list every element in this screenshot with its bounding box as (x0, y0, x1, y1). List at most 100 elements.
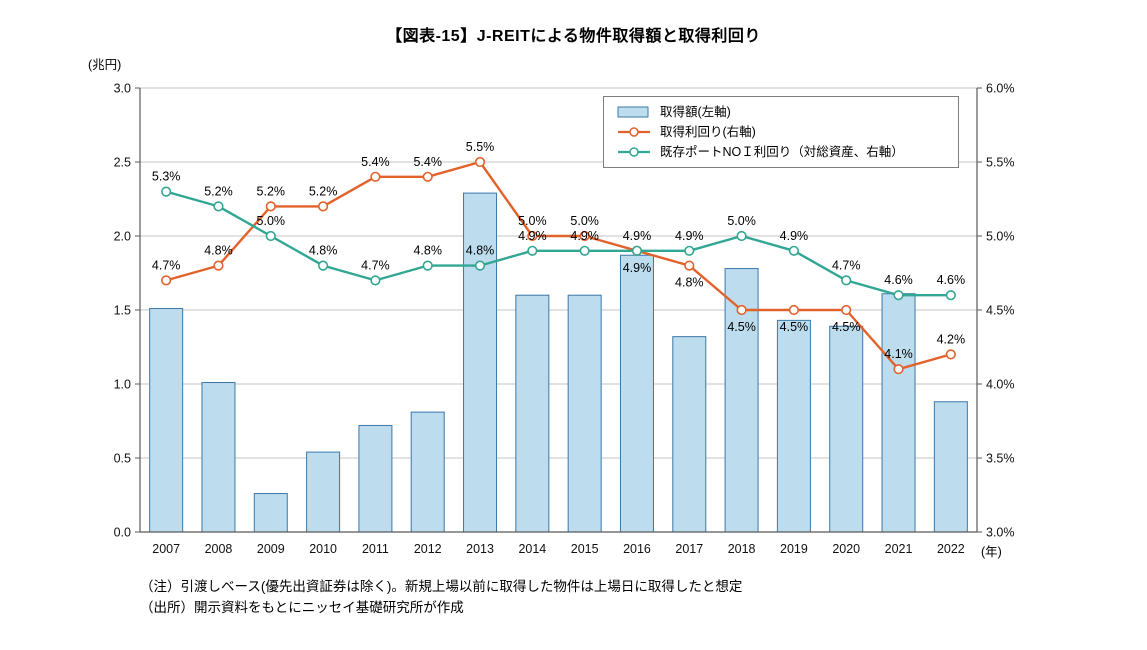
bar-2015 (567, 294, 602, 533)
value-label: 4.8% (413, 244, 442, 258)
value-label: 4.7% (152, 258, 181, 272)
legend-label: 取得額(左軸) (660, 105, 731, 119)
value-label: 4.6% (937, 273, 966, 287)
x-axis-tick-label: 2019 (780, 542, 808, 556)
bar-swatch-icon (617, 106, 649, 118)
marker (474, 260, 486, 271)
x-axis-tick-label: 2007 (152, 542, 180, 556)
marker (422, 260, 433, 271)
value-label: 5.5% (466, 140, 495, 154)
marker (161, 186, 172, 197)
line-marker-swatch-icon (618, 147, 650, 157)
legend-item-noi-yield: 既存ポートNOＩ利回り（対総資産、右軸） (616, 144, 948, 160)
value-label: 4.8% (309, 244, 338, 258)
value-label: 4.9% (675, 229, 704, 243)
x-axis-tick-label: 2017 (675, 542, 703, 556)
marker (893, 290, 904, 301)
chart-notes: （注）引渡しベース(優先出資証券は除く)。新規上場以前に取得した物件は上場日に取… (140, 576, 742, 618)
bar-2008 (201, 382, 236, 533)
x-axis-tick-label: 2009 (257, 542, 285, 556)
marker (422, 171, 433, 182)
x-axis-tick-label: 2016 (623, 542, 651, 556)
value-label: 4.8% (675, 276, 704, 290)
legend-item-acquisition-yield: 取得利回り(右軸) (616, 124, 948, 140)
value-label: 5.3% (152, 170, 181, 184)
marker (317, 260, 329, 271)
marker (317, 201, 329, 212)
x-axis-tick-label: 2020 (832, 542, 860, 556)
marker (788, 245, 800, 256)
legend-item-acquisition-amount: 取得額(左軸) (616, 104, 948, 120)
right-axis-tick-label: 6.0% (986, 82, 1015, 96)
marker (474, 156, 486, 168)
left-axis-tick-label: 0.0 (114, 526, 131, 540)
value-label: 4.7% (832, 258, 861, 272)
x-axis-tick-label: 2014 (518, 542, 546, 556)
x-axis-tick-label: 2018 (728, 542, 756, 556)
bar-2020 (829, 325, 864, 533)
marker (788, 304, 800, 316)
value-label: 4.8% (466, 244, 495, 258)
marker (631, 245, 643, 256)
x-axis-unit-label: (年) (981, 545, 1002, 559)
value-label: 5.4% (361, 155, 390, 169)
marker (527, 245, 538, 256)
left-axis-tick-label: 1.5 (114, 304, 131, 318)
bar-2017 (672, 336, 707, 533)
marker (945, 349, 956, 360)
value-label: 4.7% (361, 258, 390, 272)
value-label: 5.2% (309, 184, 338, 198)
x-axis-tick-label: 2008 (205, 542, 233, 556)
bar-2022 (933, 401, 968, 533)
marker (945, 290, 956, 301)
bar-2016 (619, 254, 654, 533)
value-label: 4.5% (832, 320, 861, 334)
right-axis-tick-label: 3.5% (986, 452, 1015, 466)
bar-2013 (463, 192, 498, 533)
value-label: 5.0% (518, 214, 547, 228)
left-axis-tick-label: 3.0 (114, 82, 131, 96)
legend-label: 取得利回り(右軸) (660, 125, 756, 139)
x-axis-tick-label: 2015 (571, 542, 599, 556)
marker (527, 230, 538, 242)
value-label: 4.8% (204, 244, 233, 258)
marker (684, 260, 695, 271)
value-label: 4.5% (780, 320, 809, 334)
x-axis-tick-label: 2011 (362, 542, 389, 556)
x-axis-tick-label: 2021 (885, 542, 913, 556)
chart-title: 【図表-15】J-REITによる物件取得額と取得利回り (386, 28, 761, 45)
value-label: 4.9% (623, 229, 652, 243)
note-line: （出所）開示資料をもとにニッセイ基礎研究所が作成 (140, 600, 464, 615)
bar-2011 (358, 424, 393, 533)
left-axis-unit-label: (兆円) (88, 58, 122, 72)
x-axis-tick-label: 2013 (466, 542, 494, 556)
marker (265, 201, 276, 212)
marker (161, 275, 172, 286)
right-axis-tick-label: 3.0% (986, 526, 1015, 540)
line-marker-swatch-icon (618, 127, 650, 137)
value-label: 4.6% (884, 273, 913, 287)
marker (265, 230, 276, 242)
value-label: 4.9% (623, 261, 652, 275)
right-axis-tick-label: 5.5% (986, 156, 1015, 170)
note-line: （注）引渡しベース(優先出資証券は除く)。新規上場以前に取得した物件は上場日に取… (140, 579, 743, 594)
marker (736, 304, 747, 316)
value-label: 4.5% (727, 320, 756, 334)
value-label: 5.0% (570, 214, 599, 228)
marker (579, 230, 590, 242)
bar-2007 (149, 308, 184, 533)
legend: 取得額(左軸) 取得利回り(右軸) 既存ポートNOＩ利回り（対総資産、右軸） (603, 96, 959, 168)
bar-2021 (881, 293, 916, 533)
x-axis-tick-label: 2012 (414, 542, 442, 556)
x-axis-tick-label: 2022 (937, 542, 965, 556)
right-axis-tick-label: 4.5% (986, 304, 1015, 318)
left-axis-tick-label: 0.5 (114, 452, 131, 466)
value-label: 5.2% (204, 184, 233, 198)
value-label: 4.1% (884, 347, 913, 361)
value-label: 5.0% (727, 214, 756, 228)
marker (370, 275, 381, 286)
value-label: 4.9% (780, 229, 809, 243)
bar-2012 (410, 411, 445, 533)
left-axis-tick-label: 2.0 (114, 230, 131, 244)
